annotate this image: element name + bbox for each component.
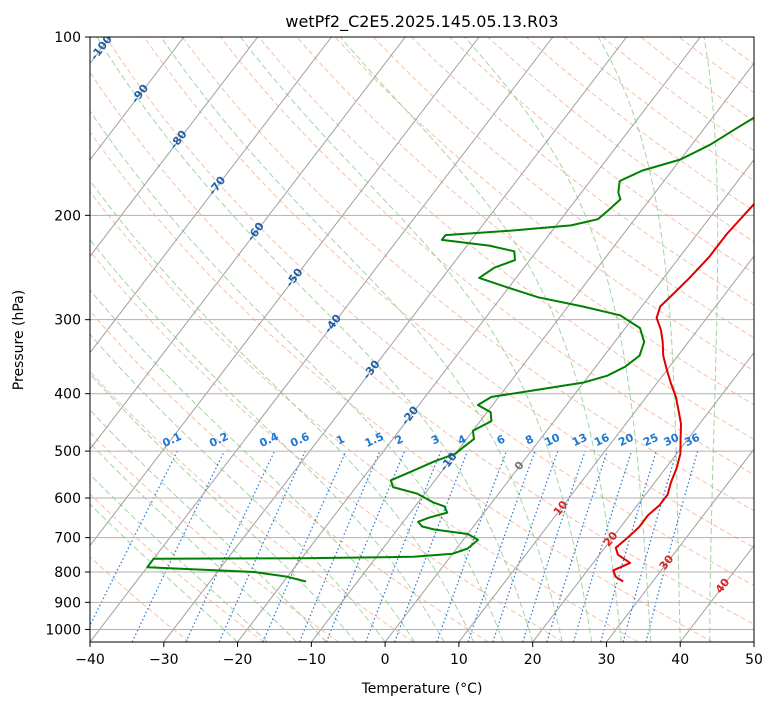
chart-title: wetPf2_C2E5.2025.145.05.13.R03 (285, 12, 558, 32)
mixing-ratio-line (492, 450, 559, 642)
dry-adiabat-line (90, 190, 639, 642)
moist-adiabat-line (90, 373, 356, 642)
mixing-ratio-label: 13 (570, 431, 589, 449)
mixing-ratio-line (90, 450, 179, 627)
isotherm-line (310, 62, 754, 642)
mixing-ratio-line (218, 450, 306, 642)
temperature-line (612, 202, 754, 583)
dry-adiabat-line (411, 37, 754, 306)
background-lines (90, 37, 754, 642)
plot-frame (89, 36, 755, 643)
moist-adiabat-line (160, 37, 563, 642)
y-tick-label: 500 (54, 444, 81, 460)
profile-lines (146, 116, 754, 583)
moist-adiabat-line (240, 37, 593, 642)
isotherm-line (90, 37, 259, 258)
mixing-ratio-line (262, 450, 347, 642)
x-tick-label: −10 (297, 652, 327, 668)
moist-adiabat-line (90, 289, 416, 642)
mixing-ratio-line (546, 450, 608, 642)
x-tick-label: 20 (524, 652, 542, 668)
y-axis-label: Pressure (hPa) (11, 290, 27, 390)
dry-adiabat-line (90, 310, 489, 642)
moist-adiabat-line (96, 37, 534, 642)
mixing-ratio-line (467, 450, 536, 642)
mixing-ratio-label: 25 (641, 431, 660, 449)
x-tick-label: −20 (223, 652, 253, 668)
moist-adiabat-line (703, 37, 719, 642)
moist-adiabat-line (90, 503, 238, 642)
dry-adiabat-line (90, 131, 713, 642)
mixing-ratio-label: 30 (662, 431, 682, 449)
isotherm-line (458, 255, 754, 642)
dry-adiabat-line (90, 556, 190, 642)
y-tick-label: 300 (54, 313, 81, 329)
mixing-ratio-line (299, 450, 381, 642)
x-tick-label: −40 (75, 652, 105, 668)
mixing-ratio-label: 36 (682, 431, 702, 449)
mixing-ratio-line (522, 450, 586, 642)
isotherm-line (90, 37, 480, 547)
mixing-ratio-line (572, 450, 633, 642)
y-tick-label: 800 (54, 565, 81, 581)
y-tick-label: 900 (54, 595, 81, 611)
y-tick-label: 100 (54, 30, 81, 46)
moist-adiabat-line (339, 37, 622, 642)
x-tick-label: 40 (671, 652, 689, 668)
isotherm-line (606, 448, 754, 642)
dry-adiabat-line (90, 493, 265, 642)
x-tick-label: 10 (450, 652, 468, 668)
moist-adiabat-line (90, 110, 504, 642)
y-tick-label: 200 (54, 208, 81, 224)
dry-adiabat-line (334, 37, 754, 372)
isotherm-line (532, 351, 754, 642)
dewpoint-line (146, 116, 754, 583)
y-tick-label: 1000 (45, 622, 81, 638)
dry-adiabat-line (296, 37, 754, 406)
x-tick-label: −30 (149, 652, 179, 668)
isotherm-line (163, 37, 627, 642)
x-axis-label: Temperature (°C) (361, 681, 483, 697)
mixing-ratio-line (436, 450, 507, 642)
mixing-ratio-label: 10 (543, 431, 563, 449)
moist-adiabat-line (90, 473, 268, 642)
moist-adiabat-line (90, 180, 475, 642)
x-tick-label: 50 (745, 652, 763, 668)
y-tick-label: 700 (54, 531, 81, 547)
isotherm-line (384, 158, 754, 642)
axes: −40 −30 −20 −10 0 10 20 30 40 50 100 200 300 400 500 60… (45, 30, 763, 668)
mixing-ratio-line (600, 450, 657, 642)
isotherm-line (237, 37, 701, 642)
dry-adiabat-line (90, 250, 564, 642)
isotherm-line (90, 37, 332, 354)
mixing-ratio-label: 20 (616, 431, 636, 449)
mixing-ratio-label: 16 (592, 431, 612, 449)
isotherm-line (90, 37, 554, 642)
x-tick-label: 0 (381, 652, 390, 668)
moist-adiabat-line (90, 238, 445, 642)
pressure-gridlines (90, 37, 754, 630)
mixing-ratio-line (622, 450, 678, 642)
isotherm-line (90, 37, 406, 450)
mixing-ratio-line (325, 450, 406, 642)
plot-area (90, 37, 754, 642)
moist-adiabat-line (464, 37, 652, 642)
mixing-ratio-line (365, 450, 442, 642)
dry-adiabat-line (90, 71, 754, 625)
isotherm-line (90, 37, 185, 161)
y-tick-label: 400 (54, 387, 81, 403)
dry-adiabat-line (105, 37, 754, 587)
moist-adiabat-line (597, 37, 681, 642)
y-tick-label: 600 (54, 491, 81, 507)
x-tick-label: 30 (598, 652, 616, 668)
